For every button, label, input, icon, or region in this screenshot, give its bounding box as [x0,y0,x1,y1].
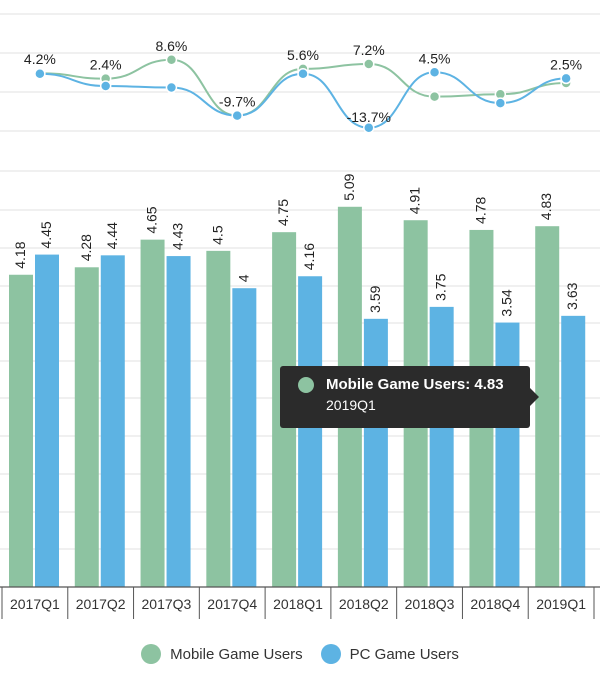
data-label-pc: 4 [235,274,251,282]
data-label-mobile: 4.78 [472,196,488,223]
growth-point-pc[interactable] [428,66,441,79]
data-label-pc: 4.43 [170,223,186,250]
growth-point-mobile[interactable] [363,58,375,70]
bar-mobile-2017Q3[interactable] [140,239,165,587]
growth-point-pc[interactable] [165,81,178,94]
data-label-mobile: 4.65 [144,206,160,233]
data-label-pc: 3.75 [433,273,449,300]
bar-pc-2017Q4[interactable] [232,288,257,587]
legend-dot-mobile [141,644,162,664]
bar-pc-2018Q4[interactable] [495,322,520,587]
data-labels: 4.18 4.28 4.65 4.5 4.75 5.09 4.91 4.78 4.83 4.45 4… [12,38,582,317]
chart-tooltip: Mobile Game Users: 4.83 2019Q1 [280,366,539,428]
growth-label: 2.5% [550,56,582,72]
growth-label: 8.6% [155,38,187,54]
data-label-pc: 3.54 [498,289,514,316]
bar-pc-2019Q1[interactable] [561,315,586,587]
data-label-mobile: 4.28 [78,234,94,261]
data-label-mobile: 4.83 [538,193,554,220]
x-tick-label: 2018Q1 [273,596,323,612]
chart-legend: Mobile Game Users PC Game Users [0,644,600,664]
bar-pc-2017Q3[interactable] [166,256,191,587]
data-label-mobile: 4.18 [12,241,28,268]
x-tick-label: 2019Q1 [536,596,586,612]
growth-point-pc[interactable] [363,122,375,134]
x-tick-label: 2017Q3 [142,596,192,612]
growth-point-pc[interactable] [231,109,243,122]
growth-lines [34,54,572,134]
x-axis: 2017Q1 2017Q2 2017Q3 2017Q4 2018Q1 2018Q2 2018… [0,586,600,619]
bar-mobile-2017Q2[interactable] [74,267,99,587]
bar-pc-2017Q2[interactable] [100,255,125,587]
growth-label: -9.7% [219,94,256,110]
growth-label: 5.6% [287,47,319,63]
data-label-pc: 3.59 [367,285,383,312]
growth-label: 4.5% [419,50,451,66]
growth-point-mobile[interactable] [428,90,441,103]
data-label-mobile: 4.91 [407,187,423,214]
legend-label-pc: PC Game Users [349,645,459,663]
tooltip-title: Mobile Game Users: 4.83 [326,376,504,393]
growth-point-pc[interactable] [34,68,46,80]
data-label-mobile: 5.09 [341,173,357,200]
data-label-pc: 4.16 [301,243,317,270]
growth-point-pc[interactable] [99,80,112,92]
bar-mobile-2019Q1[interactable] [535,226,560,587]
x-tick-label: 2017Q2 [76,596,126,612]
growth-label: -13.7% [347,109,391,125]
tooltip-subtitle: 2019Q1 [326,397,376,413]
growth-point-pc[interactable] [297,68,309,80]
growth-line-mobile [39,58,567,117]
legend-item-mobile[interactable]: Mobile Game Users [141,644,303,664]
bar-mobile-2017Q1[interactable] [9,274,33,587]
bar-mobile-2017Q4[interactable] [206,250,231,587]
growth-point-pc[interactable] [494,97,507,109]
growth-label: 2.4% [90,57,122,73]
bar-pc-2018Q3[interactable] [429,306,454,587]
x-tick-label: 2018Q4 [470,596,520,612]
tooltip-series-dot [298,376,314,393]
data-label-mobile: 4.5 [209,225,225,245]
data-label-pc: 4.45 [38,221,54,248]
bar-pc-2018Q1[interactable] [298,276,323,587]
legend-dot-pc [320,644,341,664]
data-label-pc: 3.63 [564,282,580,309]
data-label-mobile: 4.75 [275,199,291,226]
growth-point-pc[interactable] [560,72,572,85]
growth-label: 7.2% [353,42,385,58]
bar-pc-2018Q2[interactable] [363,318,388,587]
legend-label-mobile: Mobile Game Users [170,645,303,663]
growth-point-mobile[interactable] [165,54,178,66]
bar-pc-2017Q1[interactable] [35,254,59,587]
x-tick-label: 2018Q3 [405,596,455,612]
x-tick-label: 2017Q4 [207,596,257,612]
data-label-pc: 4.44 [104,222,120,249]
x-tick-label: 2018Q2 [339,596,389,612]
growth-line-pc [39,71,567,129]
x-tick-label: 2017Q1 [10,596,60,612]
growth-label: 4.2% [24,51,56,67]
legend-item-pc[interactable]: PC Game Users [320,644,459,664]
bar-series [9,206,586,588]
